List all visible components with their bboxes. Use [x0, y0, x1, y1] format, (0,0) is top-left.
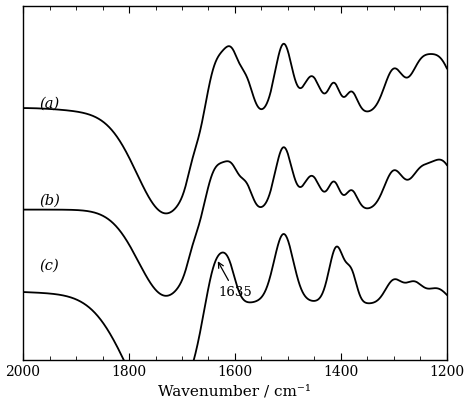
Text: (b): (b) [39, 194, 60, 208]
Text: (a): (a) [39, 96, 59, 110]
Text: (c): (c) [39, 259, 59, 273]
Text: 1635: 1635 [218, 263, 252, 299]
X-axis label: Wavenumber / cm⁻¹: Wavenumber / cm⁻¹ [158, 385, 312, 398]
